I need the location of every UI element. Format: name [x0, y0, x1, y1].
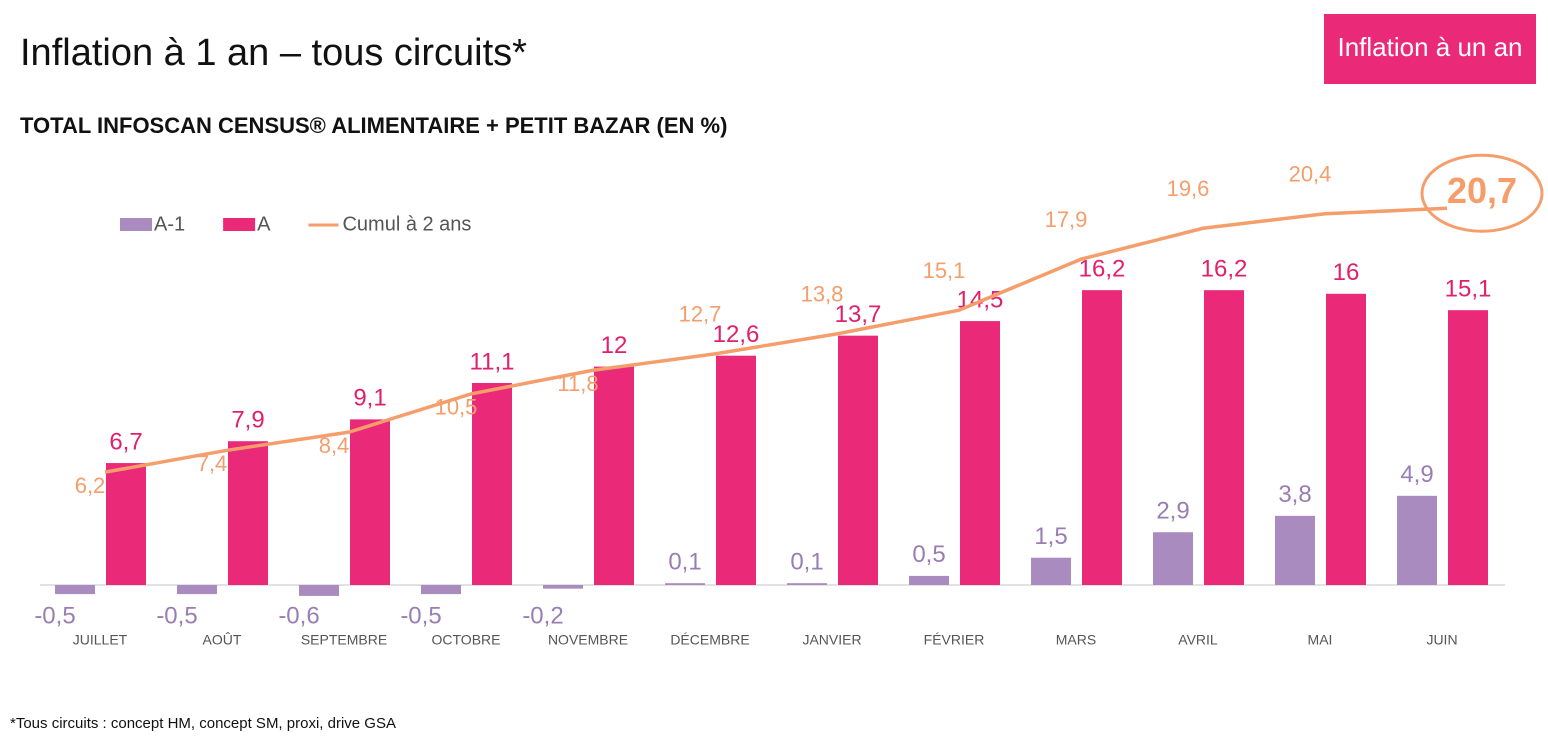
x-tick-label: MAI [1308, 632, 1333, 648]
data-label: 16,2 [1079, 256, 1126, 283]
bar [838, 335, 878, 585]
data-label: 9,1 [353, 385, 386, 412]
bar [228, 441, 268, 585]
bar [55, 585, 95, 595]
bar [421, 585, 461, 595]
data-label: 12,7 [679, 302, 722, 327]
bar [1448, 310, 1488, 585]
x-tick-label: NOVEMBRE [548, 632, 628, 648]
bar [960, 321, 1000, 585]
x-tick-label: JUILLET [73, 632, 128, 648]
data-label: -0,5 [156, 602, 197, 629]
highlight-circle [1420, 153, 1544, 233]
data-label: 7,9 [231, 407, 264, 434]
line [104, 206, 1448, 474]
bar [1275, 515, 1315, 585]
data-label: 4,9 [1400, 461, 1433, 488]
data-label: 11,1 [470, 348, 515, 375]
data-label: -0,5 [34, 602, 75, 629]
bar [1082, 290, 1122, 585]
x-tick-label: FÉVRIER [924, 632, 985, 648]
bar [1397, 495, 1437, 585]
data-label: -0,2 [522, 602, 563, 629]
data-label: 0,1 [790, 549, 823, 576]
legend-swatch [120, 218, 152, 231]
bar [1031, 557, 1071, 585]
bar [106, 463, 146, 585]
data-label: 3,8 [1278, 481, 1311, 508]
badge-box [1324, 14, 1536, 84]
legend-label: Cumul à 2 ans [342, 213, 471, 235]
data-label: 10,5 [435, 395, 478, 420]
bar [594, 366, 634, 585]
bar [909, 575, 949, 585]
data-label: 17,9 [1045, 207, 1088, 232]
legend-swatch [223, 218, 256, 231]
data-label: 20,7 [1447, 170, 1517, 211]
bar [1204, 290, 1244, 585]
data-label: -0,5 [400, 602, 441, 629]
data-label: 13,7 [835, 301, 882, 328]
subtitle: TOTAL INFOSCAN CENSUS® ALIMENTAIRE + PET… [20, 113, 727, 138]
data-label: -0,6 [278, 602, 319, 629]
bar [665, 583, 705, 585]
x-tick-label: MARS [1056, 632, 1096, 648]
data-label: 11,8 [557, 371, 598, 396]
data-label: 2,9 [1156, 498, 1189, 525]
data-label: 6,2 [75, 473, 106, 498]
x-tick-label: AVRIL [1178, 632, 1218, 648]
data-label: 13,8 [801, 282, 844, 307]
bar [350, 419, 390, 585]
bar [543, 585, 583, 589]
data-label: 7,4 [197, 451, 228, 476]
data-label: 0,5 [912, 541, 945, 568]
legend-label: A [257, 213, 271, 235]
bar [716, 355, 756, 585]
x-tick-label: JANVIER [802, 632, 861, 648]
data-label: 0,1 [668, 549, 701, 576]
data-label: 12 [601, 332, 628, 359]
badge: Inflation à un an [1337, 32, 1522, 62]
data-label: 16 [1333, 259, 1360, 286]
data-label: 15,1 [1445, 276, 1492, 303]
data-label: 16,2 [1201, 256, 1248, 283]
bar [472, 382, 512, 585]
bar [177, 585, 217, 595]
bar [299, 585, 339, 596]
data-label: 8,4 [319, 433, 350, 458]
x-tick-label: AOÛT [203, 632, 242, 648]
bar [787, 583, 827, 585]
x-tick-label: DÉCEMBRE [670, 632, 749, 648]
data-label: 1,5 [1034, 523, 1067, 550]
x-tick-label: JUIN [1426, 632, 1457, 648]
legend-label: A-1 [154, 213, 185, 235]
data-label: 20,4 [1289, 162, 1332, 187]
chart-title: Inflation à 1 an – tous circuits* [20, 32, 527, 74]
data-label: 15,1 [923, 258, 966, 283]
footnote: *Tous circuits : concept HM, concept SM,… [10, 715, 396, 732]
data-label: 19,6 [1167, 176, 1210, 201]
data-label: 6,7 [109, 428, 142, 455]
data-label: 12,6 [713, 321, 760, 348]
x-tick-label: OCTOBRE [432, 632, 501, 648]
bar [1326, 293, 1366, 585]
bar [1153, 532, 1193, 585]
x-tick-label: SEPTEMBRE [301, 632, 387, 648]
